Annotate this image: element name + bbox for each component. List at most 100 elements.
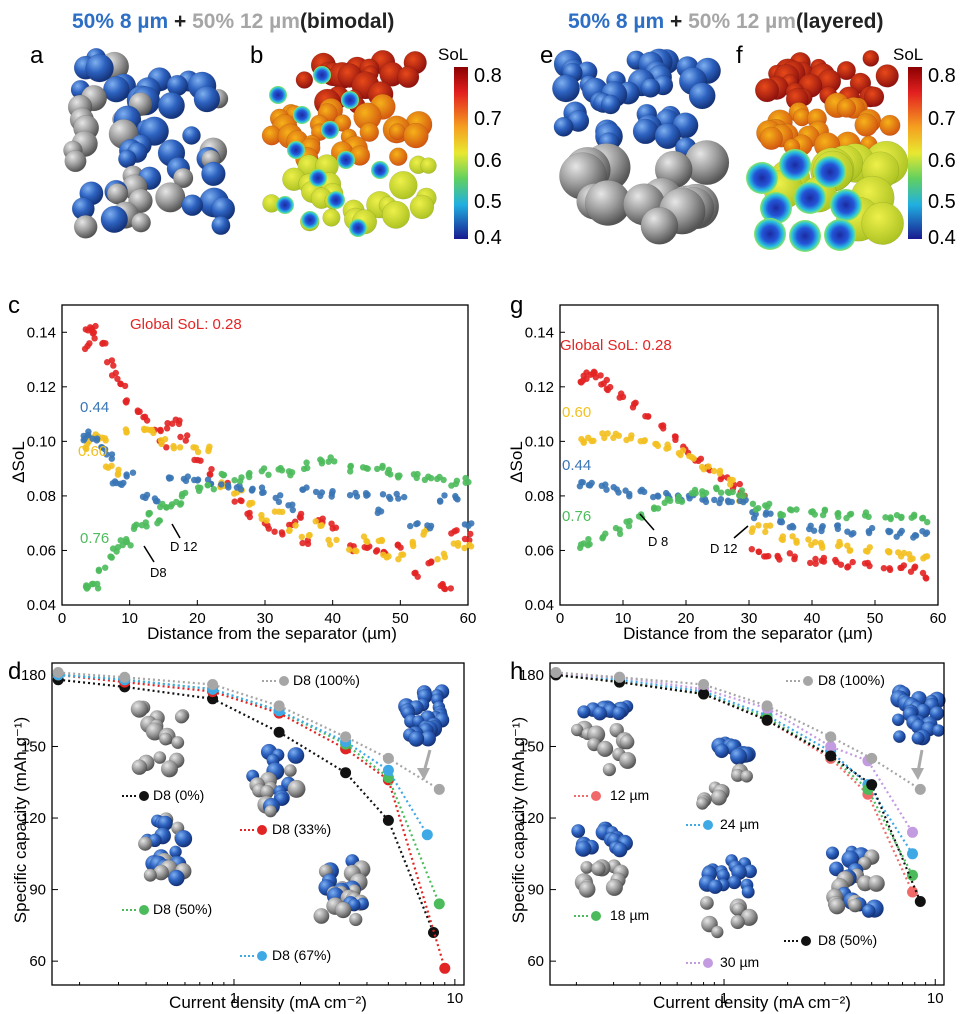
data-point (812, 539, 819, 546)
y-tick-label: 120 (21, 810, 46, 827)
chart-g-annot-044: 0.44 (562, 457, 591, 474)
inset-d-33pct (246, 743, 306, 818)
data-point (834, 522, 842, 529)
particle (640, 78, 661, 98)
data-point (263, 517, 270, 524)
chart-h-arrowhead-100 (911, 768, 924, 780)
data-point (679, 447, 687, 454)
inset-h-24-top (711, 736, 756, 766)
data-point (237, 478, 244, 485)
particle-core (301, 211, 319, 229)
particle (727, 875, 742, 890)
chart-h-annot-18: 18 µm (610, 907, 649, 923)
data-point (347, 462, 354, 470)
data-point (108, 554, 115, 561)
data-point (698, 679, 710, 690)
data-point (864, 548, 871, 555)
data-point (612, 524, 620, 532)
data-point (699, 496, 706, 503)
data-point (907, 848, 918, 860)
data-point (197, 457, 204, 464)
data-point (650, 505, 658, 513)
data-point (145, 510, 152, 517)
particle-core (287, 141, 305, 159)
particle (283, 764, 297, 778)
data-point (434, 556, 441, 563)
data-point (749, 500, 757, 507)
data-point (910, 513, 918, 520)
particle (875, 64, 899, 88)
particle (710, 925, 724, 939)
data-point (592, 374, 599, 381)
data-point (428, 927, 439, 938)
data-point (433, 898, 445, 910)
colorbar-right-title: SoL (893, 45, 923, 64)
data-point (846, 547, 853, 554)
x-tick-label: 20 (189, 610, 206, 627)
data-point (603, 385, 610, 393)
particle-core (276, 196, 294, 214)
particle (729, 747, 748, 766)
data-point (179, 490, 186, 498)
data-point (616, 530, 624, 538)
data-point (433, 783, 445, 795)
data-point (610, 434, 617, 441)
data-point (454, 496, 461, 503)
data-point (597, 372, 604, 379)
data-point (265, 525, 272, 532)
data-point (786, 506, 794, 513)
data-point (176, 417, 183, 424)
data-point (628, 432, 635, 439)
particle (389, 170, 418, 200)
colorbar-left-tick-0: 0.8 (474, 65, 502, 87)
data-point (426, 525, 434, 532)
x-tick-label: 10 (927, 990, 944, 1007)
chart-d: 1 10 60 90 120 150 180 (21, 662, 465, 1007)
data-point (231, 498, 238, 505)
particle (654, 122, 681, 150)
data-point (586, 541, 593, 548)
data-point (129, 469, 137, 476)
x-tick-label: 40 (804, 610, 821, 627)
data-point (882, 514, 889, 521)
data-point (806, 525, 813, 533)
data-point (194, 477, 201, 484)
y-tick-label: 180 (519, 667, 544, 684)
particle (574, 840, 592, 858)
panel-label-d: d (8, 658, 22, 685)
y-tick-label: 90 (527, 882, 544, 899)
colorbar-left-tick-4: 0.4 (474, 227, 502, 249)
data-point (467, 543, 475, 550)
data-point (898, 527, 905, 535)
data-point (914, 783, 926, 795)
data-point (103, 451, 110, 458)
data-point (86, 340, 93, 347)
particle (596, 740, 614, 758)
data-point (208, 466, 215, 473)
data-point (90, 329, 98, 336)
particle (710, 789, 728, 806)
data-point (298, 533, 305, 541)
data-point (740, 492, 747, 499)
data-point (289, 506, 296, 514)
data-point (614, 671, 625, 683)
data-point (115, 466, 122, 473)
colorbar-right: SoL 0.8 0.7 0.6 0.5 0.4 (893, 45, 956, 249)
data-point (664, 495, 671, 503)
chart-h-annot-30: 30 µm (720, 954, 759, 970)
data-point (779, 533, 787, 540)
data-point (577, 541, 585, 548)
particle (103, 76, 130, 103)
y-tick-label: 0.10 (27, 433, 56, 450)
data-point (382, 752, 394, 764)
data-point (127, 542, 134, 549)
chart-c-annot-076: 0.76 (80, 530, 109, 547)
data-point (275, 466, 282, 473)
particle (911, 731, 925, 745)
y-tick-label: 0.08 (525, 488, 554, 505)
data-point (833, 558, 840, 566)
particle-core (830, 189, 862, 221)
particle (892, 730, 906, 744)
particle (173, 167, 194, 189)
particle (684, 140, 730, 186)
